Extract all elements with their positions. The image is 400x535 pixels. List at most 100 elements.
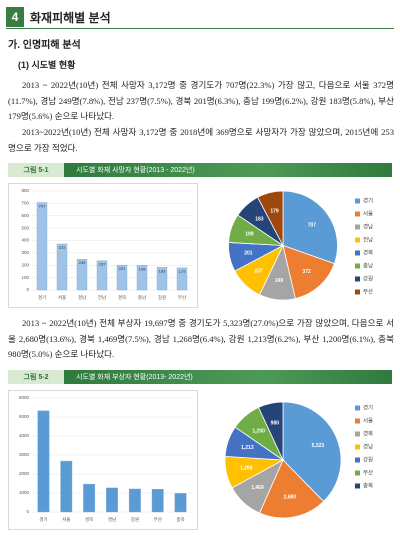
y-tick-label: 700: [21, 201, 29, 206]
x-tick-label: 충북: [176, 516, 184, 523]
pie-slice: [282, 190, 338, 265]
figure-label: 그림 5-1: [8, 163, 64, 177]
legend-label: 강원: [363, 274, 373, 282]
value-label: 179: [179, 269, 186, 274]
slice-label: 5,323: [312, 443, 325, 449]
bar-chart: 0 1000 2000 3000 4000 5000 6000 경기 서울 경북 경남 강원 부산 충북: [8, 390, 198, 530]
figure-title: 시도별 화재 사망자 현황(2013 - 2022년): [64, 163, 392, 177]
legend-label: 충남: [363, 261, 373, 269]
figure-title: 시도별 화재 부상자 현황(2013- 2022년): [64, 370, 392, 384]
slice-label: 1,213: [241, 445, 254, 451]
slice-label: 179: [270, 208, 279, 214]
slice-label: 707: [308, 222, 317, 228]
subsection-title: 가. 인명피해 분석: [8, 40, 81, 51]
x-tick-label: 충남: [138, 294, 146, 300]
legend-label: 경북: [363, 430, 373, 437]
x-tick-label: 경북: [85, 516, 93, 523]
slice-label: 1,200: [252, 429, 265, 435]
legend-swatch: [355, 470, 360, 476]
legend-swatch: [355, 431, 360, 437]
legend-label: 경남: [363, 442, 373, 450]
slice-label: 201: [244, 250, 253, 256]
x-tick-label: 서울: [62, 516, 70, 523]
slice-label: 2,680: [283, 494, 296, 500]
legend-label: 경남: [363, 222, 373, 230]
value-label: 201: [119, 266, 126, 271]
y-tick-label: 5000: [19, 414, 30, 419]
x-tick-label: 강원: [131, 516, 139, 522]
bar: [60, 460, 73, 513]
legend-swatch: [355, 250, 360, 256]
x-tick-label: 부산: [178, 294, 186, 301]
chart-frame: [8, 183, 198, 308]
topic-title: (1) 시도별 현황: [18, 60, 76, 70]
value-label: 372: [59, 245, 66, 250]
legend-swatch: [355, 405, 360, 411]
legend-swatch: [355, 276, 360, 282]
slice-label: 249: [275, 278, 284, 284]
slice-label: 1,469: [251, 485, 264, 491]
x-tick-label: 경북: [118, 294, 126, 301]
legend-swatch: [355, 198, 360, 204]
x-tick-label: 부산: [154, 516, 162, 523]
x-tick-label: 경기: [39, 516, 47, 523]
figure-caption: 그림 5-2 시도별 화재 부상자 현황(2013- 2022년): [8, 370, 392, 384]
bar: [83, 483, 96, 513]
value-label: 237: [99, 262, 106, 267]
chart-frame: [8, 390, 198, 530]
y-tick-label: 400: [21, 238, 29, 243]
legend-swatch: [355, 418, 360, 424]
slice-label: 237: [254, 268, 263, 274]
legend-swatch: [355, 224, 360, 230]
y-tick-label: 6000: [19, 395, 30, 400]
bar: [106, 487, 118, 513]
value-label: 249: [79, 260, 86, 265]
legend-label: 서울: [363, 416, 373, 424]
y-tick-label: 100: [21, 275, 29, 280]
bar: [116, 264, 128, 291]
legend-swatch: [355, 211, 360, 217]
figure-label: 그림 5-2: [8, 370, 64, 384]
legend-swatch: [355, 237, 360, 243]
bar: [96, 260, 108, 291]
value-label: 199: [139, 266, 146, 271]
y-tick-label: 600: [21, 213, 29, 218]
bar: [128, 488, 141, 513]
legend-label: 전남: [363, 235, 373, 243]
legend-swatch: [355, 444, 360, 450]
pie-slice: [257, 190, 284, 246]
legend-label: 경기: [363, 403, 373, 411]
slice-label: 183: [255, 216, 264, 222]
bar-chart: 0 100 200 300 400 500 600 700 800 707 경기 372 서울 249 경남…: [8, 183, 198, 308]
bar: [136, 265, 148, 291]
y-tick-label: 4000: [19, 433, 30, 438]
legend-label: 충북: [363, 481, 373, 489]
y-tick-label: 800: [21, 188, 29, 193]
pie-slice: [282, 401, 342, 502]
bar: [156, 267, 168, 291]
x-tick-label: 서울: [58, 294, 66, 301]
slice-label: 1,268: [240, 466, 253, 472]
legend-label: 부산: [363, 468, 373, 476]
x-tick-label: 경남: [108, 516, 116, 522]
pie-slice: [259, 459, 325, 519]
y-tick-label: 500: [21, 225, 29, 230]
bar: [36, 202, 48, 291]
y-tick-label: 2000: [19, 471, 30, 476]
y-tick-label: 0: [26, 509, 29, 514]
x-tick-label: 강원: [158, 294, 166, 300]
slice-label: 372: [302, 269, 311, 275]
pie-chart: 707 경기 372 서울 249 경남 237 전남 201 경북 199 충남 183 강원 179 부산: [228, 190, 373, 301]
y-tick-label: 300: [21, 250, 29, 255]
legend-label: 경북: [363, 249, 373, 256]
paragraph: 2013 ~ 2022년(10년) 전체 부상자 19,697명 중 경기도가 …: [8, 318, 394, 359]
legend-label: 서울: [363, 209, 373, 217]
x-tick-label: 전남: [98, 294, 106, 300]
section-number: 4: [6, 7, 24, 27]
y-tick-label: 3000: [19, 452, 30, 457]
legend-swatch: [355, 289, 360, 295]
bar: [174, 493, 187, 513]
legend-swatch: [355, 457, 360, 463]
bar: [176, 267, 188, 291]
legend-swatch: [355, 263, 360, 269]
